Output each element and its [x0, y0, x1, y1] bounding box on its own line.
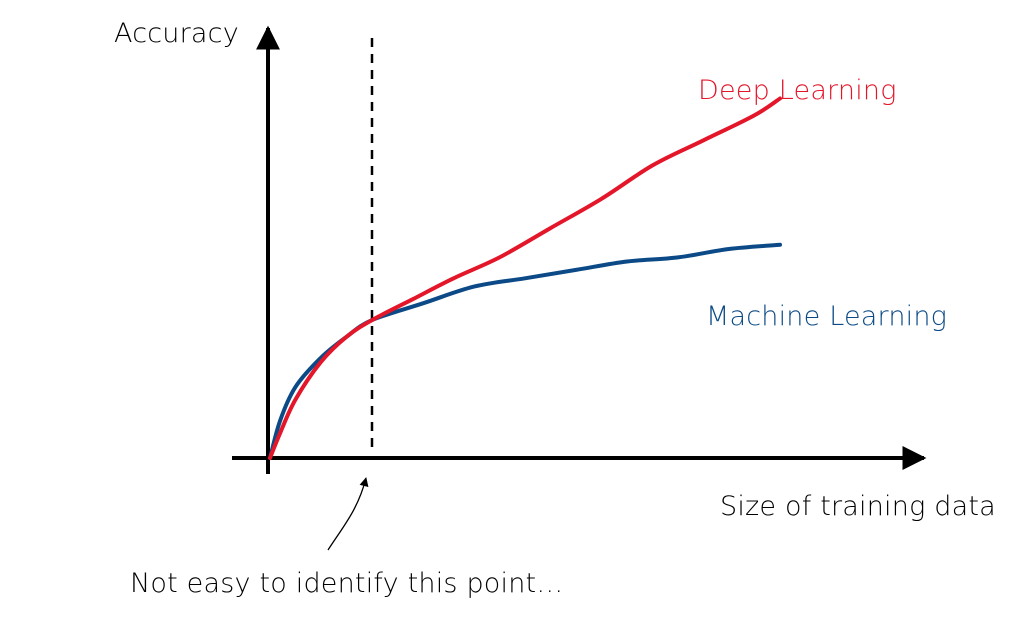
annotation-pointer: [327, 477, 369, 551]
series-line-deep-learning: [268, 96, 782, 460]
annotation-text: Not easy to identify this point…: [130, 568, 564, 599]
series-label-machine-learning: Machine Learning: [706, 301, 947, 332]
series-line-machine-learning: [268, 242, 782, 460]
y-axis-label: Accuracy: [114, 18, 239, 49]
x-axis-label: Size of training data: [720, 491, 996, 522]
series-label-deep-learning: Deep Learning: [698, 75, 897, 106]
